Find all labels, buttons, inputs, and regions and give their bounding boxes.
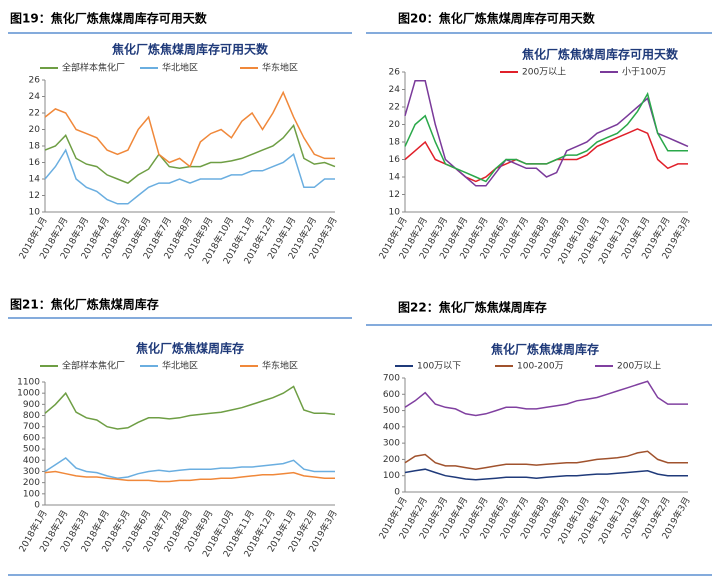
y-tick-label: 18 xyxy=(29,142,41,152)
y-tick-label: 18 xyxy=(389,138,401,148)
legend-label: 200万以上 xyxy=(617,361,661,372)
y-tick-label: 12 xyxy=(29,191,40,201)
y-tick-label: 20 xyxy=(29,125,41,135)
chart-title: 焦化厂炼焦煤周库存可用天数 xyxy=(111,42,269,57)
y-tick-label: 16 xyxy=(29,158,41,168)
y-tick-label: 800 xyxy=(23,411,40,421)
series-line xyxy=(44,457,335,479)
y-tick-label: 0 xyxy=(34,501,40,511)
y-tick-label: 100 xyxy=(383,471,400,481)
y-tick-label: 400 xyxy=(23,456,40,466)
legend-label: 全部样本焦化厂 xyxy=(62,360,125,372)
y-tick-label: 600 xyxy=(383,390,400,400)
y-tick-label: 1100 xyxy=(17,378,40,388)
y-tick-label: 26 xyxy=(389,68,401,78)
legend-label: 华北地区 xyxy=(162,62,198,74)
chart-title: 焦化厂炼焦煤周库存 xyxy=(135,341,244,356)
figure-title: 图21：焦化厂炼焦煤周库存 xyxy=(10,297,159,312)
y-tick-label: 600 xyxy=(23,433,40,443)
series-line xyxy=(404,380,688,417)
series-line xyxy=(404,128,688,183)
series-line xyxy=(44,470,335,483)
series-line xyxy=(44,90,335,168)
y-tick-label: 22 xyxy=(29,109,40,119)
y-tick-label: 24 xyxy=(389,85,401,95)
chart-title: 焦化厂炼焦煤周库存可用天数 xyxy=(521,47,679,62)
legend-label: 200万以上 xyxy=(522,67,566,78)
series-line xyxy=(404,91,688,183)
legend-label: 华北地区 xyxy=(162,360,198,372)
legend-label: 小于100万 xyxy=(622,67,666,78)
y-tick-label: 1000 xyxy=(17,389,40,399)
y-tick-label: 300 xyxy=(383,439,400,449)
y-tick-label: 900 xyxy=(23,400,40,410)
y-tick-label: 400 xyxy=(383,422,400,432)
legend-label: 100-200万 xyxy=(517,362,564,372)
figure-title: 图22：焦化厂炼焦煤周库存 xyxy=(398,300,547,315)
series-line xyxy=(44,385,336,430)
y-tick-label: 14 xyxy=(389,173,401,183)
y-tick-label: 500 xyxy=(383,406,400,416)
y-tick-label: 700 xyxy=(23,422,40,432)
y-tick-label: 200 xyxy=(23,478,40,488)
y-tick-label: 0 xyxy=(394,488,400,498)
y-tick-label: 200 xyxy=(383,455,400,465)
y-tick-label: 10 xyxy=(389,208,401,218)
y-tick-label: 14 xyxy=(29,175,41,185)
chart-title: 焦化厂炼焦煤周库存 xyxy=(490,342,599,357)
y-tick-label: 16 xyxy=(389,155,401,165)
y-tick-label: 300 xyxy=(23,467,40,477)
series-line xyxy=(44,148,335,205)
y-tick-label: 22 xyxy=(389,103,400,113)
y-tick-label: 500 xyxy=(23,445,40,455)
legend-label: 全部样本焦化厂 xyxy=(62,62,125,74)
series-line xyxy=(404,468,688,481)
series-line xyxy=(404,450,688,470)
figure-title: 图19：焦化厂炼焦煤周库存可用天数 xyxy=(10,11,208,26)
figure-title: 图20：焦化厂炼焦煤周库存可用天数 xyxy=(398,11,596,26)
legend-label: 华东地区 xyxy=(262,360,298,372)
y-tick-label: 26 xyxy=(29,76,41,86)
y-tick-label: 12 xyxy=(389,190,400,200)
y-tick-label: 20 xyxy=(389,120,401,130)
y-tick-label: 100 xyxy=(23,489,40,499)
y-tick-label: 10 xyxy=(29,208,41,218)
legend-label: 100万以下 xyxy=(417,362,461,372)
y-tick-label: 700 xyxy=(383,374,400,384)
y-tick-label: 24 xyxy=(29,92,41,102)
legend-label: 华东地区 xyxy=(262,62,298,74)
